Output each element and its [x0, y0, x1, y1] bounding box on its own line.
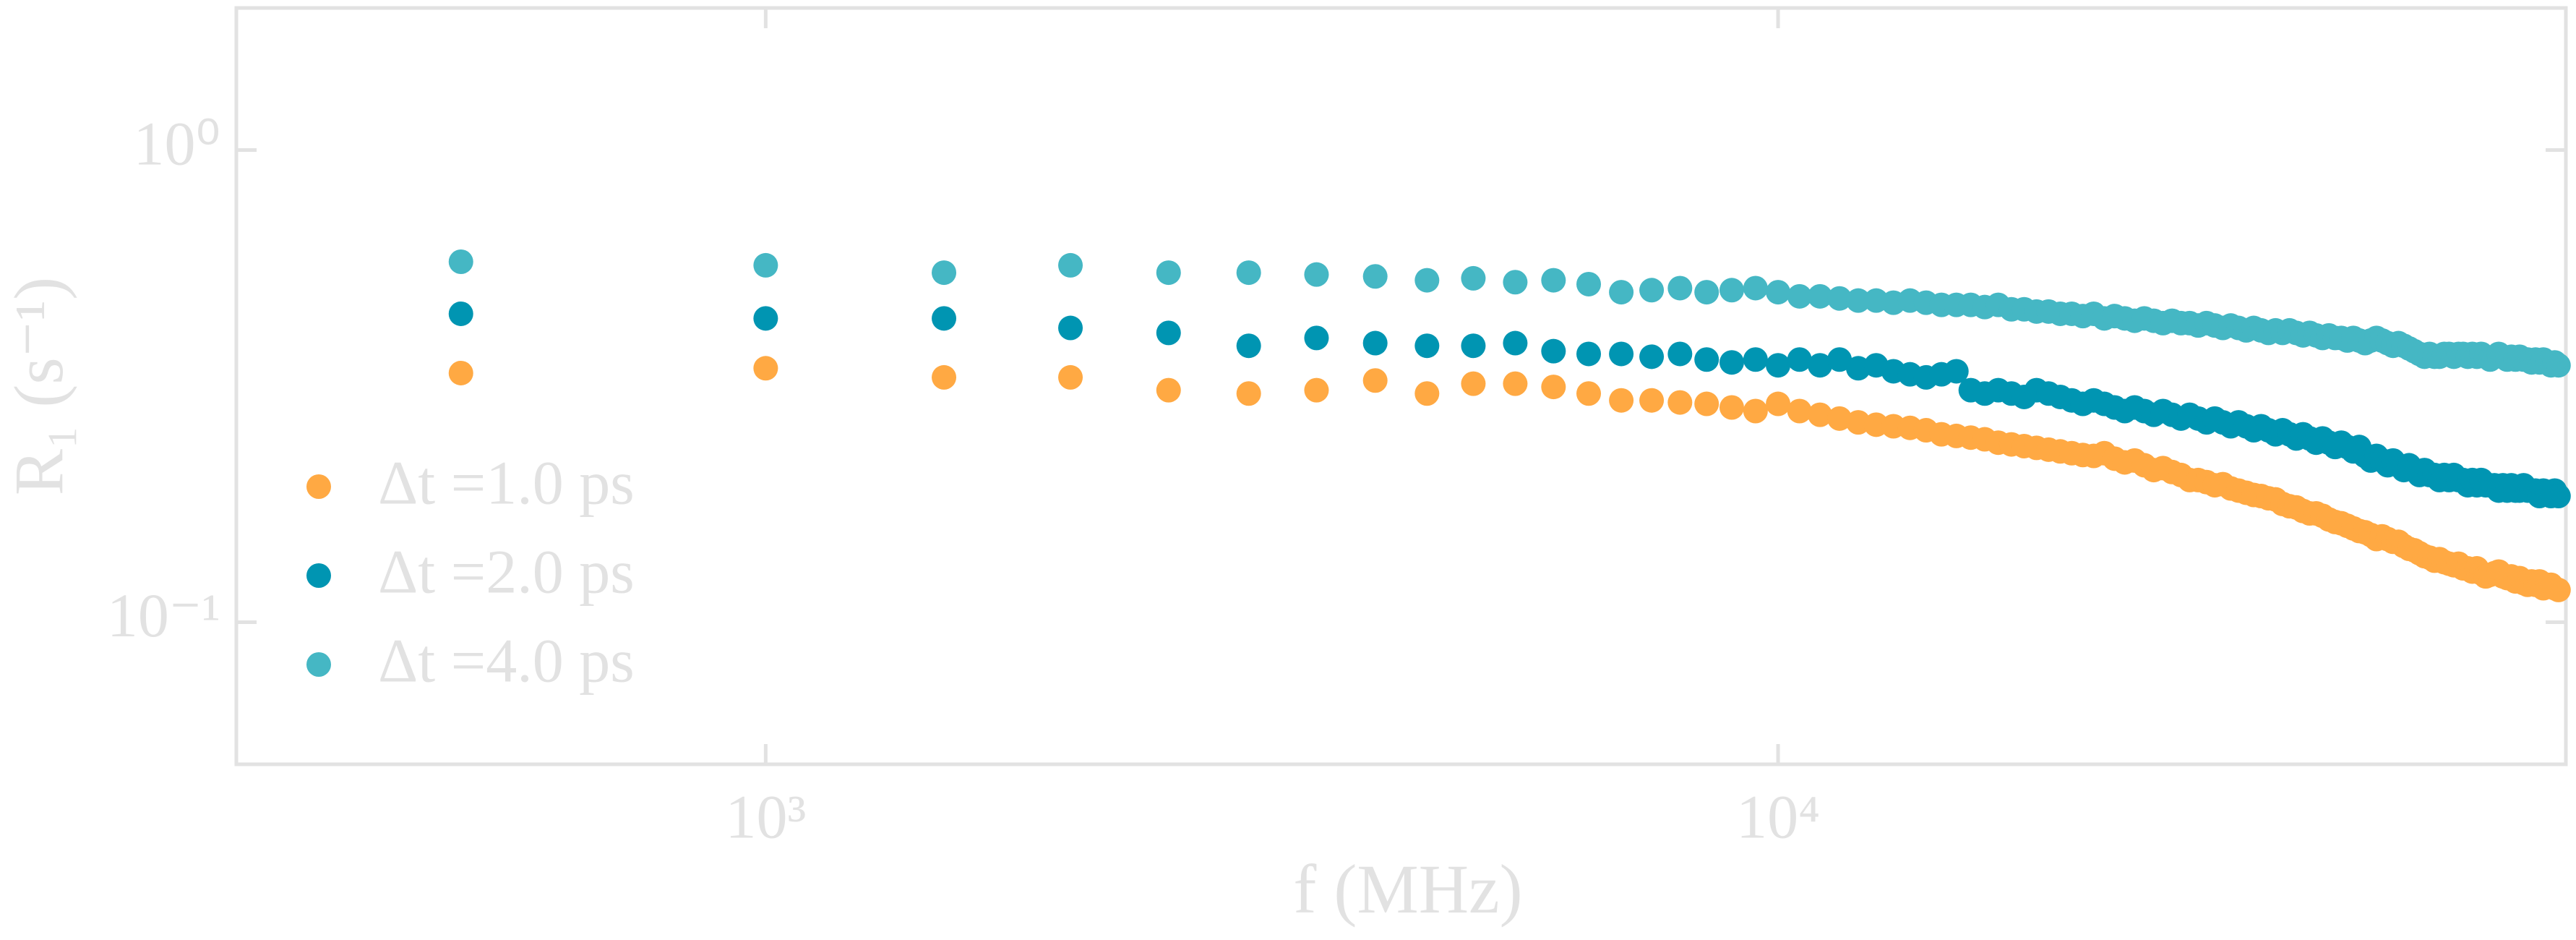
point [1827, 406, 1852, 431]
point [1609, 341, 1634, 367]
legend-label: Δt =4.0 ps [378, 626, 635, 696]
point [753, 252, 778, 278]
legend-label: Δt =1.0 ps [378, 448, 635, 518]
point [753, 306, 778, 331]
point [1576, 341, 1602, 367]
point [1156, 377, 1181, 403]
point [1461, 333, 1486, 359]
point [1719, 395, 1744, 420]
point [1944, 359, 1969, 384]
point [1156, 260, 1181, 286]
point [1503, 270, 1528, 295]
point [1609, 388, 1634, 413]
point [1827, 286, 1852, 311]
point [1766, 353, 1791, 378]
point [1766, 280, 1791, 305]
point [1667, 275, 1693, 301]
x-tick-label: 10³ [725, 782, 806, 852]
point [1362, 264, 1388, 289]
y-tick-label: 10⁰ [134, 108, 220, 178]
point [1304, 325, 1329, 351]
point [1414, 268, 1440, 293]
point [1667, 341, 1693, 367]
point [448, 301, 473, 326]
point [448, 360, 473, 385]
point [1808, 353, 1833, 378]
point [1719, 278, 1744, 303]
point [1304, 262, 1329, 287]
point [1639, 278, 1665, 303]
y-axis-label: R₁ (s⁻¹) [0, 277, 77, 495]
legend-marker [306, 474, 331, 499]
point [1743, 347, 1768, 372]
point [1766, 391, 1791, 416]
point [1156, 320, 1181, 346]
point [1362, 368, 1388, 393]
point [1787, 283, 1812, 309]
point [1414, 333, 1440, 359]
point [2546, 353, 2571, 378]
point [1414, 381, 1440, 406]
point [1236, 381, 1261, 406]
point [1503, 330, 1528, 356]
point [1304, 377, 1329, 403]
point [1639, 344, 1665, 369]
point [1609, 280, 1634, 305]
point [1694, 347, 1720, 372]
point [1236, 333, 1261, 359]
point [1058, 364, 1083, 390]
point [1461, 371, 1486, 396]
point [1461, 265, 1486, 291]
x-tick-label: 10⁴ [1736, 782, 1820, 852]
y-tick-label: 10⁻¹ [107, 581, 220, 650]
point [1058, 252, 1083, 278]
point [1503, 371, 1528, 396]
point [1236, 260, 1261, 286]
point [1667, 390, 1693, 415]
point [932, 364, 957, 390]
point [2546, 484, 2571, 509]
point [1743, 398, 1768, 424]
point [1719, 350, 1744, 375]
point [753, 356, 778, 381]
point [1743, 275, 1768, 301]
point [1787, 347, 1812, 372]
legend-label: Δt =2.0 ps [378, 537, 635, 607]
point [2546, 577, 2571, 602]
point [1541, 338, 1566, 364]
point [1541, 268, 1566, 293]
point [1845, 410, 1871, 435]
point [1541, 375, 1566, 400]
plot-frame [234, 6, 2568, 766]
legend-marker [306, 652, 331, 677]
point [1058, 315, 1083, 341]
point [1576, 271, 1602, 296]
point [932, 260, 957, 286]
point [1576, 381, 1602, 406]
point [1845, 288, 1871, 313]
point [1808, 283, 1833, 309]
point [932, 306, 957, 331]
point [1787, 398, 1812, 424]
x-axis-label: f (MHz) [1293, 850, 1522, 928]
point [448, 249, 473, 275]
point [1694, 391, 1720, 416]
point [1827, 347, 1852, 372]
point [1362, 330, 1388, 356]
point [1639, 388, 1665, 413]
point [1808, 402, 1833, 427]
point [1694, 280, 1720, 305]
legend-marker [306, 563, 331, 588]
